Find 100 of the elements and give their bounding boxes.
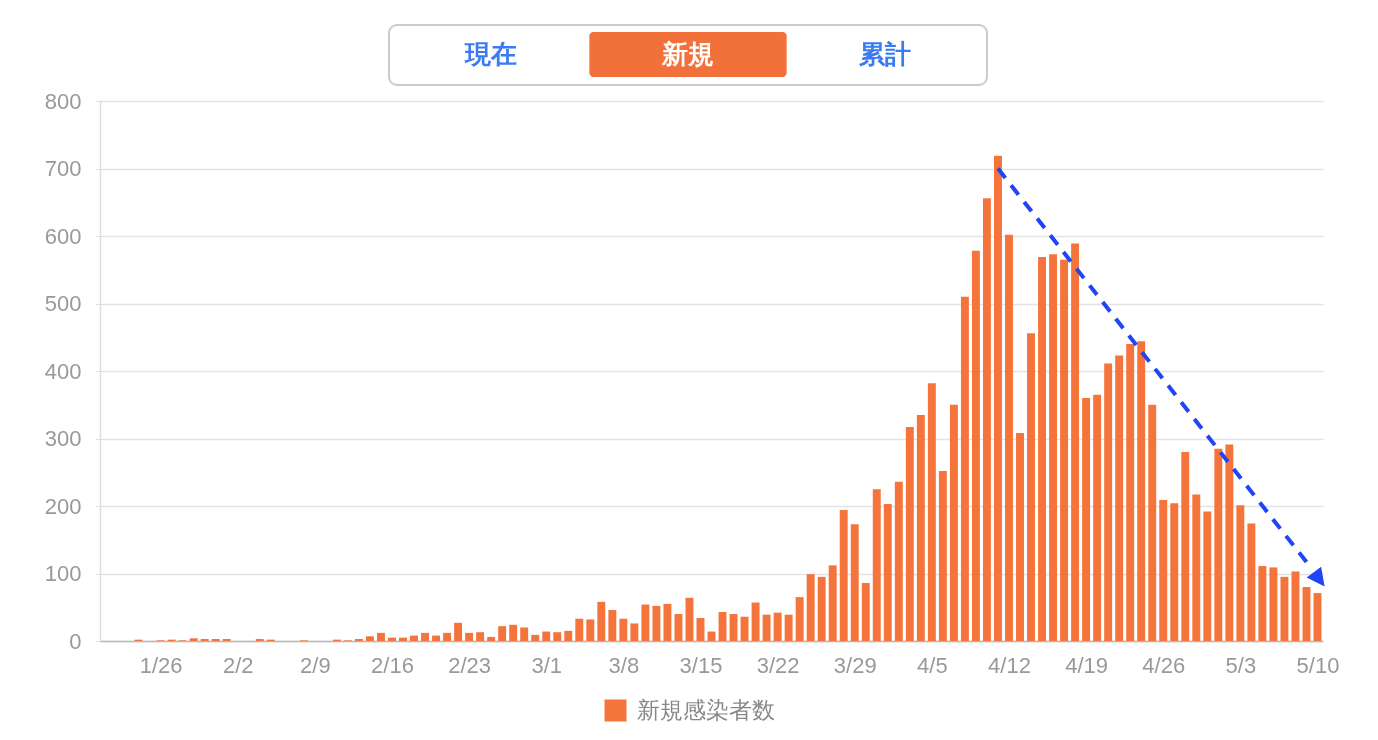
- x-tick-label: 3/1: [531, 652, 563, 678]
- bar: [784, 614, 793, 641]
- bar: [586, 619, 595, 641]
- bar: [971, 250, 980, 641]
- x-tick-label: 2/2: [222, 652, 254, 678]
- bar: [410, 635, 418, 641]
- y-tick-label: 800: [44, 88, 82, 114]
- bar: [443, 632, 452, 641]
- bar: [982, 198, 991, 641]
- bar: [520, 627, 529, 641]
- bar: [1291, 571, 1300, 641]
- legend-label: 新規感染者数: [637, 696, 775, 723]
- bar: [729, 614, 738, 641]
- bar: [487, 636, 496, 641]
- bar: [1126, 344, 1135, 641]
- bar: [663, 603, 672, 641]
- bar: [905, 427, 914, 641]
- bar: [773, 612, 782, 641]
- bar: [817, 576, 826, 641]
- bar: [949, 404, 958, 641]
- bar: [1071, 243, 1080, 641]
- bar: [1192, 494, 1201, 641]
- x-tick-label: 4/19: [1065, 652, 1109, 678]
- bar: [960, 296, 969, 641]
- bar: [189, 638, 198, 641]
- bar: [1027, 333, 1035, 641]
- bar: [1280, 576, 1289, 641]
- bar: [211, 638, 220, 641]
- bar: [916, 414, 925, 641]
- y-tick-label: 0: [69, 628, 82, 654]
- bar: [762, 614, 771, 641]
- x-tick-label: 3/22: [756, 652, 800, 678]
- bar: [795, 597, 804, 641]
- bar: [1049, 254, 1058, 641]
- bar: [432, 635, 441, 641]
- bar: [1060, 259, 1069, 641]
- y-tick-label: 200: [44, 493, 82, 519]
- text: 新規: [661, 39, 714, 69]
- bar: [641, 604, 650, 641]
- bar: [354, 638, 363, 641]
- bar: [850, 524, 859, 641]
- bar: [828, 565, 837, 641]
- bar: [1214, 448, 1223, 641]
- bar: [1236, 505, 1245, 641]
- bar: [476, 632, 485, 641]
- bar: [674, 614, 683, 641]
- bar: [1247, 523, 1256, 641]
- bar: [1115, 355, 1124, 641]
- bar: [652, 605, 661, 641]
- bar: [630, 623, 639, 641]
- bar: [994, 155, 1002, 641]
- bar: [509, 624, 518, 641]
- bar: [619, 618, 628, 641]
- bar: [1170, 503, 1179, 641]
- bar: [542, 631, 551, 641]
- x-tick-label: 5/3: [1225, 652, 1257, 678]
- bar: [575, 618, 584, 641]
- x-tick-label: 2/9: [300, 652, 331, 678]
- bar: [531, 634, 540, 641]
- bar: [553, 632, 562, 641]
- y-tick-label: 600: [44, 223, 82, 249]
- bar: [1137, 341, 1146, 641]
- bar: [222, 638, 231, 641]
- x-tick-label: 3/15: [679, 652, 723, 678]
- bar: [454, 622, 463, 641]
- x-tick-label: 5/10: [1296, 652, 1340, 678]
- bar: [751, 602, 760, 641]
- x-tick-label: 4/5: [917, 652, 948, 678]
- y-tick-label: 300: [44, 426, 82, 451]
- bar: [861, 582, 870, 641]
- bar: [1082, 398, 1091, 641]
- bar: [1016, 433, 1024, 641]
- x-tick-label: 1/26: [139, 652, 183, 678]
- bar: [894, 481, 903, 641]
- bar: [255, 638, 264, 641]
- bar: [597, 601, 606, 641]
- y-tick-label: 700: [44, 156, 82, 181]
- bar: [498, 626, 507, 641]
- bar: [608, 609, 617, 641]
- text: 累計: [858, 39, 912, 69]
- bar: [564, 630, 573, 641]
- x-tick-label: 4/26: [1142, 652, 1186, 678]
- bar: [421, 632, 429, 641]
- bar: [376, 632, 385, 641]
- bar: [1005, 234, 1013, 641]
- y-tick-label: 500: [44, 291, 82, 316]
- bar: [1269, 567, 1278, 641]
- bar: [806, 574, 815, 641]
- bar: [1093, 394, 1102, 641]
- text: 現在: [463, 39, 517, 69]
- bar: [1225, 444, 1234, 641]
- bar: [839, 510, 848, 641]
- bar: [465, 632, 474, 641]
- bar: [872, 489, 881, 641]
- bar: [1104, 363, 1113, 641]
- x-tick-label: 3/8: [608, 652, 640, 678]
- bar: [1203, 511, 1212, 641]
- bar: [200, 638, 209, 641]
- bar: [883, 503, 892, 641]
- y-tick-label: 400: [44, 358, 82, 384]
